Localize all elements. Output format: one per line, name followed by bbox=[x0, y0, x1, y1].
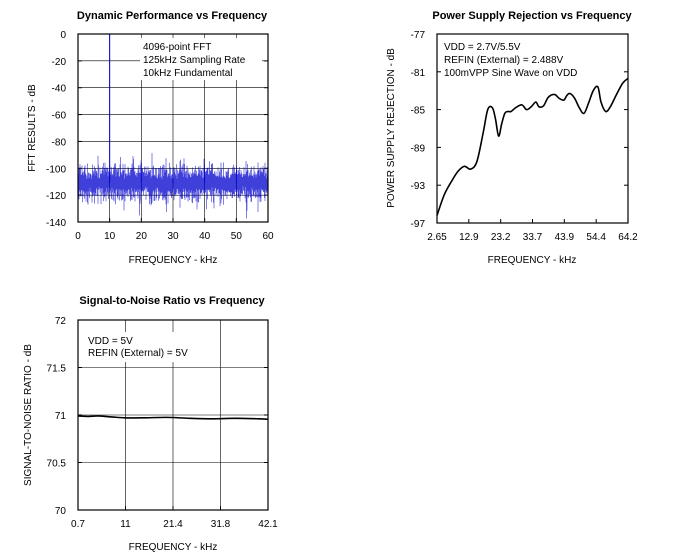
snr-y-tick-label: 70 bbox=[55, 506, 67, 517]
psrr-annotation-line: VDD = 2.7V/5.5V bbox=[444, 42, 521, 53]
snr-series bbox=[77, 415, 269, 421]
psrr-y-tick-label: -89 bbox=[411, 143, 426, 154]
fft-x-axis-label: FREQUENCY - kHz bbox=[129, 255, 218, 266]
psrr-x-tick-label: 23.2 bbox=[491, 232, 511, 243]
fft-y-tick-label: -80 bbox=[52, 137, 67, 148]
snr-y-tick-label: 72 bbox=[55, 316, 67, 327]
fft-x-tick-label: 50 bbox=[231, 231, 243, 242]
snr-annotation-line: REFIN (External) = 5V bbox=[88, 348, 188, 359]
psrr-y-axis-label: POWER SUPPLY REJECTION - dB bbox=[386, 48, 397, 208]
snr-plot-frame bbox=[77, 319, 269, 511]
psrr-plot-frame bbox=[436, 33, 629, 224]
psrr-series bbox=[436, 77, 629, 216]
fft-annotation-line: 10kHz Fundamental bbox=[143, 68, 233, 79]
psrr-tick-labels: 2.65 12.9 23.2 33.7 43.9 54.4 64.2 -77 -81 -85 -89… bbox=[411, 30, 639, 243]
fft-y-axis-label: FFT RESULTS - dB bbox=[27, 84, 38, 172]
snr-tick-labels: 0.7 11 21.4 31.8 42.1 72 71.5 71 70.5 70 bbox=[47, 316, 279, 530]
snr-chart-title: Signal-to-Noise Ratio vs Frequency bbox=[79, 295, 265, 307]
psrr-y-tick-label: -93 bbox=[411, 181, 426, 192]
fft-x-tick-label: 60 bbox=[262, 231, 274, 242]
snr-x-tick-label: 21.4 bbox=[163, 519, 183, 530]
snr-x-tick-label: 42.1 bbox=[258, 519, 278, 530]
snr-y-axis-label: SIGNAL-TO-NOISE RATIO - dB bbox=[23, 344, 34, 486]
snr-x-tick-label: 0.7 bbox=[71, 519, 85, 530]
psrr-y-tick-label: -81 bbox=[411, 68, 426, 79]
snr-chart: Signal-to-Noise Ratio vs Frequency 0.7 11… bbox=[23, 295, 278, 553]
fft-y-tick-label: -100 bbox=[46, 164, 66, 175]
fft-y-tick-label: -40 bbox=[52, 84, 67, 95]
snr-annotation-box bbox=[84, 332, 200, 362]
psrr-y-tick-label: -77 bbox=[411, 30, 426, 41]
fft-chart: Dynamic Performance vs Frequency 0 10 20 30… bbox=[27, 10, 274, 266]
psrr-line bbox=[436, 77, 629, 216]
psrr-annotation-line: 100mVPP Sine Wave on VDD bbox=[444, 68, 577, 79]
snr-line bbox=[77, 415, 269, 421]
snr-y-tick-label: 71 bbox=[55, 411, 67, 422]
psrr-x-tick-label: 43.9 bbox=[555, 232, 575, 243]
fft-annotation-box bbox=[140, 38, 262, 80]
psrr-chart-title: Power Supply Rejection vs Frequency bbox=[432, 10, 632, 22]
fft-x-tick-label: 10 bbox=[104, 231, 116, 242]
fft-chart-title: Dynamic Performance vs Frequency bbox=[77, 10, 268, 22]
psrr-annotation-box bbox=[441, 38, 591, 82]
fft-plot-frame bbox=[77, 33, 269, 223]
fft-tick-labels: 0 10 20 30 40 50 60 0 -20 -40 -60 -80 -100 -120 -140 bbox=[46, 30, 274, 242]
snr-annotation-line: VDD = 5V bbox=[88, 336, 133, 347]
psrr-y-tick-label: -85 bbox=[411, 106, 426, 117]
fft-x-tick-label: 30 bbox=[167, 231, 179, 242]
fft-annotation-line: 125kHz Sampling Rate bbox=[143, 55, 246, 66]
fft-y-tick-label: -140 bbox=[46, 218, 66, 229]
snr-y-tick-label: 71.5 bbox=[47, 364, 67, 375]
fft-y-tick-label: -60 bbox=[52, 111, 67, 122]
psrr-x-tick-label: 54.4 bbox=[586, 232, 606, 243]
fft-y-tick-label: -20 bbox=[52, 57, 67, 68]
psrr-x-tick-label: 2.65 bbox=[427, 232, 447, 243]
fft-annotation-line: 4096-point FFT bbox=[143, 42, 211, 53]
fft-series bbox=[77, 34, 269, 219]
psrr-x-tick-label: 33.7 bbox=[523, 232, 543, 243]
snr-y-tick-label: 70.5 bbox=[47, 459, 67, 470]
fft-x-tick-label: 0 bbox=[75, 231, 81, 242]
fft-y-tick-label: 0 bbox=[60, 30, 66, 41]
psrr-y-tick-label: -97 bbox=[411, 219, 426, 230]
psrr-x-tick-label: 12.9 bbox=[459, 232, 479, 243]
snr-x-axis-label: FREQUENCY - kHz bbox=[129, 542, 218, 553]
psrr-x-tick-label: 64.2 bbox=[618, 232, 638, 243]
fft-y-tick-label: -120 bbox=[46, 191, 66, 202]
fft-x-tick-label: 40 bbox=[199, 231, 211, 242]
psrr-chart: Power Supply Rejection vs Frequency 2.65… bbox=[386, 10, 638, 266]
fft-x-tick-label: 20 bbox=[136, 231, 148, 242]
psrr-x-axis-label: FREQUENCY - kHz bbox=[488, 255, 577, 266]
snr-x-tick-label: 31.8 bbox=[211, 519, 231, 530]
snr-x-tick-label: 11 bbox=[120, 519, 131, 530]
psrr-annotation-line: REFIN (External) = 2.488V bbox=[444, 55, 564, 66]
